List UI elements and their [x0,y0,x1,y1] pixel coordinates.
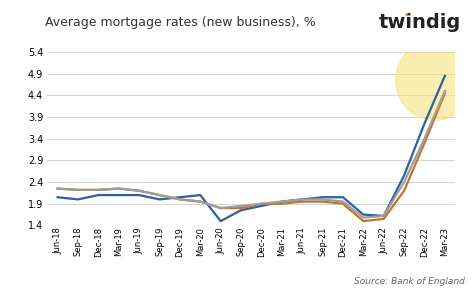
Floating [442,74,447,78]
Fixed [197,200,203,203]
Fixed [300,200,305,203]
Overall [340,200,346,203]
Overall [442,89,447,93]
Fixed [55,187,61,190]
Overall [381,214,387,218]
Overall [116,187,121,190]
Text: twindig: twindig [379,13,462,32]
Fixed [75,188,81,192]
Overall [96,188,101,192]
Floating [75,198,81,201]
Floating [340,195,346,199]
Floating [381,214,387,218]
Floating [137,193,142,197]
Floating [55,195,61,199]
Fixed [137,189,142,192]
Floating [319,195,325,199]
Overall [218,206,224,210]
Fixed [96,188,101,192]
Floating [177,195,183,199]
Floating [156,198,162,201]
Fixed [279,202,284,205]
Overall [300,198,305,201]
Floating [300,198,305,201]
Overall [177,198,183,201]
Overall [197,200,203,203]
Text: Source: Bank of England: Source: Bank of England [354,277,465,286]
Overall [401,180,407,184]
Ellipse shape [396,40,474,120]
Fixed [442,91,447,95]
Floating [96,193,101,197]
Overall [259,202,264,205]
Floating [218,219,224,223]
Overall [75,188,81,192]
Overall [156,193,162,197]
Fixed [259,202,264,205]
Floating [360,213,366,216]
Floating [401,174,407,177]
Overall [422,137,428,140]
Fixed [422,141,428,145]
Fixed [381,217,387,221]
Line: Fixed: Fixed [58,93,445,221]
Fixed [156,193,162,197]
Fixed [340,202,346,205]
Fixed [401,189,407,192]
Overall [137,189,142,192]
Overall [55,187,61,190]
Fixed [177,198,183,201]
Fixed [238,206,244,210]
Line: Overall: Overall [58,91,445,218]
Floating [238,209,244,212]
Overall [279,200,284,203]
Text: Average mortgage rates (new business), %: Average mortgage rates (new business), % [45,16,316,29]
Overall [360,216,366,219]
Text: •: • [404,10,410,20]
Floating [259,204,264,208]
Floating [422,122,428,125]
Floating [279,200,284,203]
Overall [319,198,325,201]
Overall [238,204,244,208]
Fixed [360,219,366,223]
Floating [116,193,121,197]
Line: Floating: Floating [58,76,445,221]
Fixed [116,187,121,190]
Fixed [319,200,325,203]
Fixed [218,206,224,210]
Floating [197,193,203,197]
